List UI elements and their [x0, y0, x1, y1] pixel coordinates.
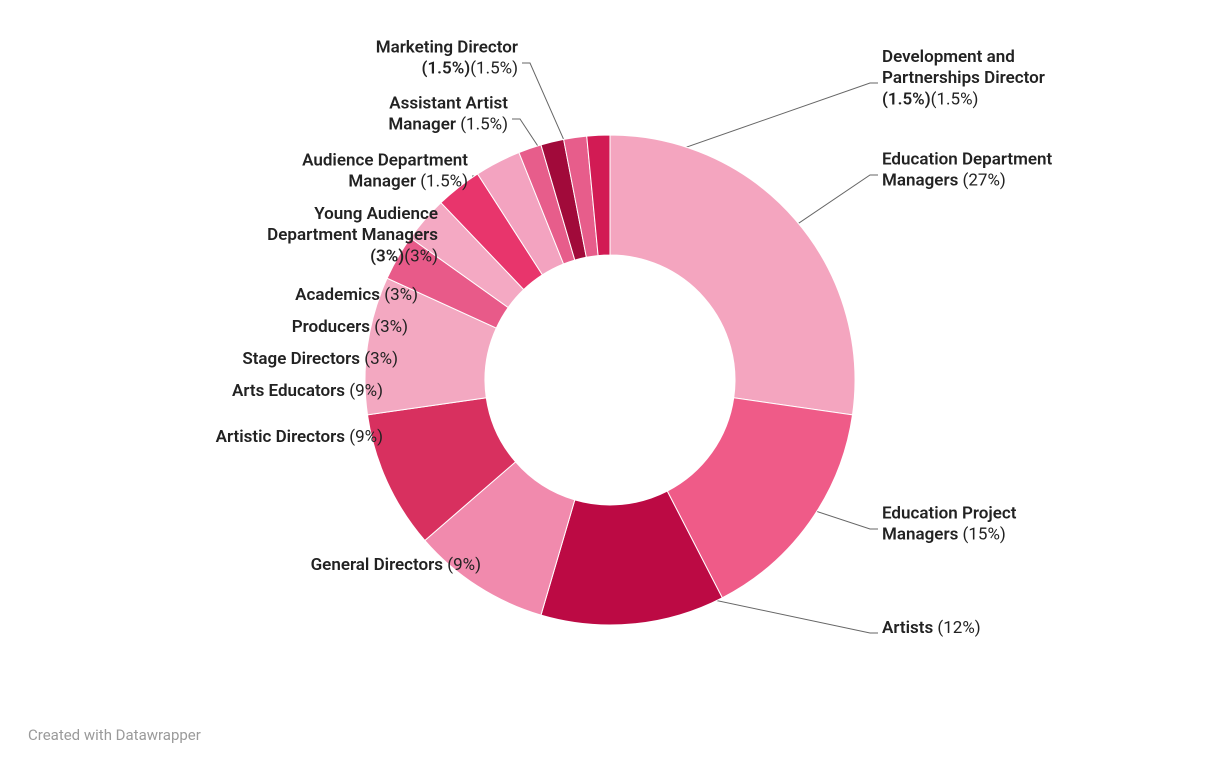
slice-label-12: Marketing Director(1.5%)(1.5%) [376, 37, 518, 78]
slices [365, 135, 855, 625]
slice-label-3: General Directors (9%) [311, 555, 481, 575]
slice-label-4: Artistic Directors (9%) [216, 427, 383, 447]
slice-label-11: Assistant ArtistManager (1.5%) [388, 93, 508, 134]
slice-label-10: Audience DepartmentManager (1.5%) [302, 150, 468, 191]
attribution-text: Created with Datawrapper [28, 726, 201, 744]
slice-label-6: Stage Directors (3%) [242, 349, 398, 369]
donut-chart-container: Development andPartnerships Director(1.5… [0, 0, 1220, 766]
slice-label-1: Education ProjectManagers (15%) [882, 503, 1017, 544]
slice-label-9: Young AudienceDepartment Managers(3%)(3%… [267, 204, 438, 267]
donut-hole [485, 255, 735, 505]
slice-label-0: Education DepartmentManagers (27%) [882, 149, 1053, 190]
slice-label-7: Producers (3%) [292, 317, 408, 337]
slice-label-13: Development andPartnerships Director(1.5… [882, 47, 1045, 110]
donut-chart-svg: Development andPartnerships Director(1.5… [0, 0, 1220, 766]
slice-label-8: Academics (3%) [295, 285, 418, 305]
slice-label-5: Arts Educators (9%) [232, 381, 383, 401]
slice-label-2: Artists (12%) [882, 618, 981, 638]
